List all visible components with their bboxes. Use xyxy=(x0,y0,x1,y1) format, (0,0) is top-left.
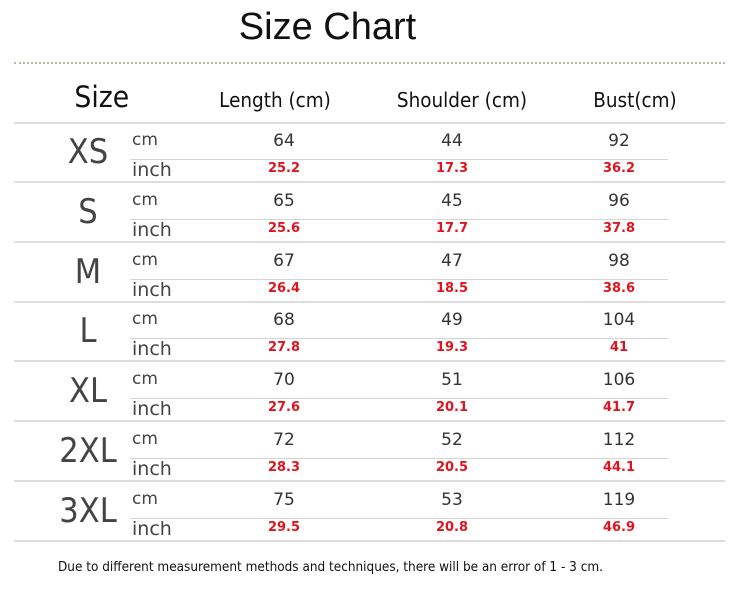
unit-divider xyxy=(130,159,668,160)
unit-cm: cm xyxy=(132,130,158,150)
shoulder-cm-value: 47 xyxy=(441,250,463,271)
unit-divider xyxy=(130,398,668,400)
unit-inch: inch xyxy=(132,458,172,480)
shoulder-cm-value: 53 xyxy=(441,489,463,510)
unit-divider xyxy=(130,458,668,459)
length-inch-value: 28.3 xyxy=(267,460,301,475)
unit-inch: inch xyxy=(132,159,172,181)
bust-cm-value: 92 xyxy=(608,131,630,151)
row-divider xyxy=(14,360,725,363)
shoulder-cm-value: 52 xyxy=(441,430,463,450)
shoulder-inch-value: 20.5 xyxy=(435,460,469,475)
length-cm-value: 68 xyxy=(273,310,295,331)
unit-divider xyxy=(130,278,668,280)
size-label: XL xyxy=(68,371,107,412)
unit-cm: cm xyxy=(132,429,158,449)
length-inch-value: 25.2 xyxy=(267,161,301,176)
unit-inch: inch xyxy=(132,517,172,540)
row-divider xyxy=(14,480,725,482)
bust-cm-value: 112 xyxy=(602,430,636,450)
row-divider xyxy=(14,539,725,542)
unit-cm: cm xyxy=(132,369,158,390)
row-divider xyxy=(14,420,725,423)
shoulder-inch-value: 19.3 xyxy=(435,340,469,356)
bust-inch-value: 41.7 xyxy=(602,400,636,416)
size-label: L xyxy=(79,311,97,352)
bust-inch-value: 44.1 xyxy=(602,460,636,475)
bust-inch-value: 37.8 xyxy=(602,220,636,236)
bust-inch-value: 41 xyxy=(609,340,629,356)
bust-cm-value: 106 xyxy=(602,370,636,391)
length-cm-value: 72 xyxy=(273,430,295,450)
size-label: XS xyxy=(67,132,109,172)
shoulder-inch-value: 20.8 xyxy=(435,519,469,535)
chart-title: Size Chart xyxy=(238,6,417,48)
shoulder-cm-value: 51 xyxy=(441,370,463,391)
length-inch-value: 29.5 xyxy=(267,519,301,535)
shoulder-cm-value: 45 xyxy=(441,190,463,211)
dotted-divider xyxy=(14,62,725,64)
measurement-note: Due to different measurement methods and… xyxy=(58,560,603,575)
unit-divider xyxy=(130,517,668,519)
bust-cm-value: 119 xyxy=(602,489,636,510)
bust-inch-value: 46.9 xyxy=(602,519,636,535)
size-label: M xyxy=(74,251,102,292)
unit-cm: cm xyxy=(132,309,158,330)
length-cm-value: 64 xyxy=(273,131,295,151)
unit-cm: cm xyxy=(132,249,158,270)
shoulder-inch-value: 18.5 xyxy=(435,280,469,296)
header-bust: Bust(cm) xyxy=(593,88,677,112)
shoulder-cm-value: 49 xyxy=(441,310,463,331)
shoulder-inch-value: 17.7 xyxy=(435,220,469,236)
unit-divider xyxy=(130,338,668,340)
bust-inch-value: 36.2 xyxy=(602,161,636,176)
row-divider xyxy=(14,181,725,183)
unit-inch: inch xyxy=(132,218,172,241)
unit-divider xyxy=(130,218,668,220)
bust-inch-value: 38.6 xyxy=(602,280,636,296)
length-inch-value: 26.4 xyxy=(267,280,301,296)
size-label: S xyxy=(78,191,98,232)
bust-cm-value: 104 xyxy=(602,310,636,331)
bust-cm-value: 96 xyxy=(608,190,630,211)
header-length: Length (cm) xyxy=(219,88,331,112)
row-divider xyxy=(14,240,725,243)
length-cm-value: 67 xyxy=(273,250,295,271)
shoulder-inch-value: 20.1 xyxy=(435,400,469,416)
size-label: 2XL xyxy=(59,431,117,471)
length-cm-value: 65 xyxy=(273,190,295,211)
length-cm-value: 70 xyxy=(273,370,295,391)
unit-cm: cm xyxy=(132,189,158,210)
shoulder-inch-value: 17.3 xyxy=(435,161,469,176)
bust-cm-value: 98 xyxy=(608,250,630,271)
header-divider xyxy=(14,122,725,124)
size-label: 3XL xyxy=(59,490,117,531)
length-inch-value: 25.6 xyxy=(267,220,301,236)
unit-inch: inch xyxy=(132,398,172,421)
unit-cm: cm xyxy=(132,488,158,509)
unit-inch: inch xyxy=(132,278,172,301)
length-inch-value: 27.8 xyxy=(267,340,301,356)
length-inch-value: 27.6 xyxy=(267,400,301,416)
header-size: Size xyxy=(74,80,130,114)
header-shoulder: Shoulder (cm) xyxy=(396,88,528,112)
row-divider xyxy=(14,300,725,303)
length-cm-value: 75 xyxy=(273,489,295,510)
shoulder-cm-value: 44 xyxy=(441,131,463,151)
unit-inch: inch xyxy=(132,338,172,361)
